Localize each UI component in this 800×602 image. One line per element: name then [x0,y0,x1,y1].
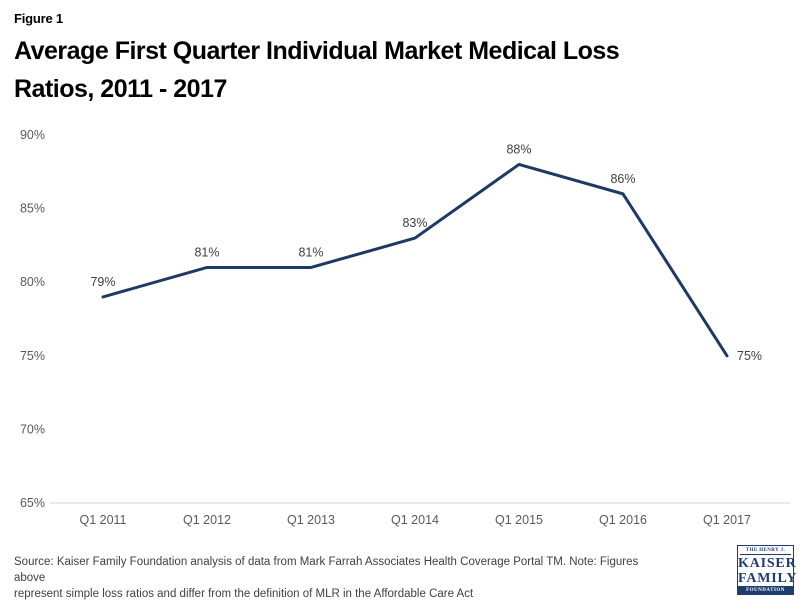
trend-line [101,162,729,358]
y-tick-label: 85% [20,202,45,216]
kff-logo-kaiser: KAISER [738,556,797,571]
kff-logo: THE HENRY J. KAISER FAMILY FOUNDATION [737,545,798,595]
data-point-label: 83% [402,216,427,230]
data-point-label: 81% [194,245,219,259]
x-tick-label: Q1 2011 [79,513,126,527]
kff-logo-henry-line: THE HENRY J. [740,546,791,555]
y-tick-label: 90% [20,128,45,142]
chart-title: Average First Quarter Individual Market … [14,37,620,103]
x-tick-label: Q1 2015 [495,513,543,527]
x-tick-label: Q1 2012 [183,513,231,527]
y-tick-label: 80% [20,275,45,289]
y-tick-label: 65% [20,496,45,510]
source-note: Source: Kaiser Family Foundation analysi… [14,556,639,600]
x-tick-label: Q1 2014 [391,513,439,527]
data-point-label: 81% [298,245,323,259]
kff-logo-family: FAMILY [738,571,798,586]
kff-logo-foundation: FOUNDATION [738,586,793,595]
x-tick-label: Q1 2017 [703,513,751,527]
y-tick-label: 70% [20,422,45,436]
y-tick-label: 75% [20,349,45,363]
x-tick-label: Q1 2013 [287,513,335,527]
x-tick-label: Q1 2016 [599,513,647,527]
data-point-label: 88% [506,142,531,156]
data-point-label: 79% [90,275,115,289]
line-chart: 65% 70% 75% 80% 85% 90% Q1 2011 Q1 2012 Q1 2013 Q… [0,125,800,535]
data-point-label: 86% [610,172,635,186]
line-chart-svg: 65% 70% 75% 80% 85% 90% Q1 2011 Q1 2012 Q1 2013 Q… [20,128,790,527]
figure-label: Figure 1 [14,11,63,26]
data-point-label: 75% [737,349,762,363]
